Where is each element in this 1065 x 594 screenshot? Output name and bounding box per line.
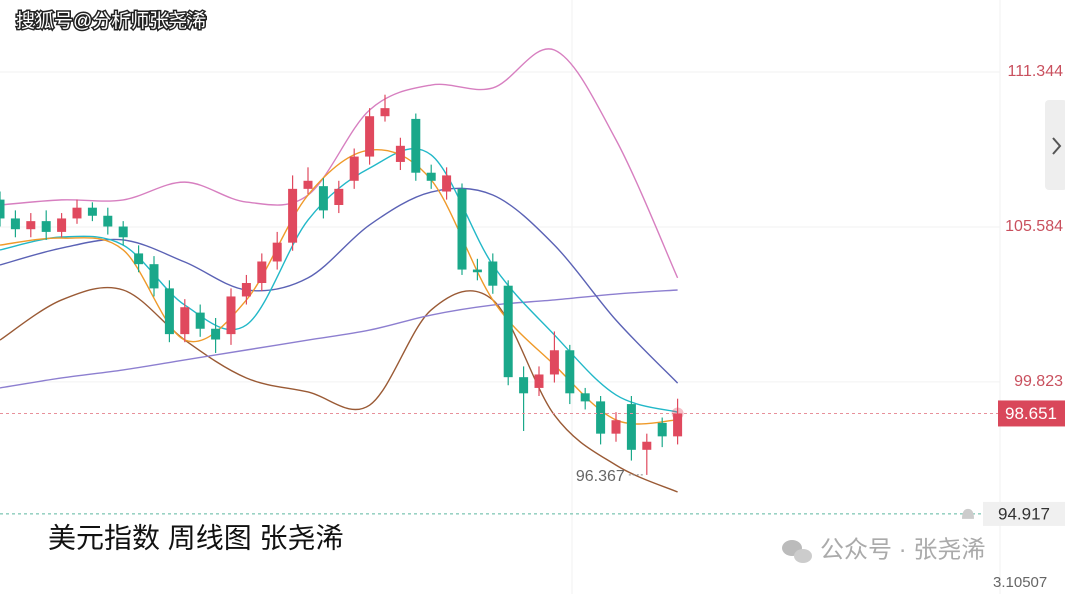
candle-body	[611, 420, 621, 434]
y-tick-label: 99.823	[1014, 373, 1063, 390]
candle-body	[626, 404, 636, 450]
expand-panel[interactable]	[1045, 100, 1065, 190]
candle-body	[226, 296, 236, 335]
candle-body	[211, 328, 221, 340]
candle-body	[103, 215, 113, 227]
candle-body	[288, 188, 298, 243]
candle-body	[673, 413, 683, 437]
last-price-label: 98.651	[1005, 404, 1057, 423]
candle-body	[426, 172, 436, 181]
candle-body	[534, 374, 544, 388]
candle-body	[442, 175, 452, 192]
candle-body	[195, 312, 205, 329]
candle-body	[72, 207, 82, 219]
price-line-tag	[983, 501, 1065, 526]
candle-body	[26, 221, 36, 230]
candle-body	[241, 283, 251, 297]
overlay-line	[0, 48, 679, 279]
candle-body	[10, 218, 20, 230]
candle-body	[164, 288, 174, 335]
candle-body	[519, 377, 529, 394]
corner-text: 3.10507	[993, 574, 1047, 591]
overlay-line	[0, 289, 678, 389]
last-price-tag	[998, 400, 1065, 427]
candle-body	[149, 264, 159, 289]
candle-body	[488, 261, 498, 286]
candle-body	[472, 269, 482, 273]
candle-body	[596, 401, 606, 434]
candle-body	[365, 116, 375, 157]
candle-body	[549, 350, 559, 375]
overlay-line	[0, 286, 678, 493]
footer-watermark: 公众号 · 张尧浠	[820, 536, 985, 563]
candle-body	[457, 188, 467, 270]
candle-body	[0, 199, 5, 219]
candle-body	[565, 350, 575, 394]
wechat-icon	[782, 540, 812, 563]
candle-body	[57, 218, 67, 232]
candle-body	[657, 422, 667, 437]
plot: 111.344 105.584 99.823 98.651 94.917 96.367	[0, 48, 1065, 526]
price-line-label: 94.917	[998, 504, 1050, 523]
candle-body	[334, 188, 344, 205]
candle-body	[349, 156, 359, 181]
expand-button[interactable]	[1045, 100, 1065, 190]
candle-body	[380, 108, 390, 117]
candle-body	[272, 242, 282, 262]
candle-body	[303, 180, 313, 189]
low-annotation: 96.367	[576, 468, 625, 485]
candle-body	[318, 186, 328, 211]
candle-body	[134, 253, 144, 265]
candle-body	[395, 145, 405, 162]
candle-body	[180, 307, 190, 335]
candle-body	[87, 207, 97, 216]
watermark: 搜狐号@分析师张尧浠	[16, 10, 206, 32]
bell-icon	[962, 508, 974, 519]
candle-body	[118, 226, 128, 238]
expand-arrow[interactable]	[1052, 137, 1062, 155]
overlay-line	[0, 187, 679, 384]
y-tick-label: 111.344	[1008, 63, 1064, 80]
candle-body	[642, 441, 652, 450]
candle-body	[580, 393, 590, 402]
y-tick-label: 105.584	[1005, 218, 1063, 235]
candle-body	[503, 285, 513, 378]
chart-title: 美元指数 周线图 张尧浠	[48, 522, 344, 553]
candle-body	[257, 261, 267, 284]
last-price-dot	[671, 407, 684, 420]
candle-body	[411, 118, 421, 173]
candle-body	[41, 221, 51, 232]
